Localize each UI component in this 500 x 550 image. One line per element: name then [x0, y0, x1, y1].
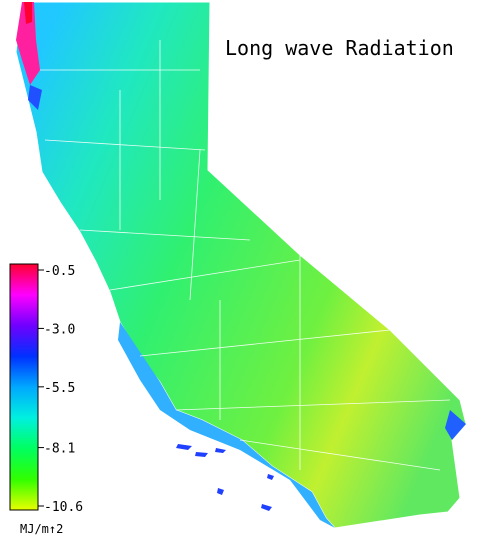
- colorbar-tick-label: -8.1: [44, 442, 75, 457]
- map-title: Long wave Radiation: [225, 36, 454, 60]
- colorbar-tick-label: -10.6: [44, 500, 83, 515]
- california-map: [15, 1, 467, 529]
- colorbar-tick-label: -5.5: [44, 381, 75, 396]
- colorbar-tick-label: -3.0: [44, 322, 75, 337]
- colorbar-tick-label: -0.5: [44, 264, 75, 279]
- colorbar: [9, 263, 39, 511]
- colorbar-unit: MJ/m↑2: [20, 522, 63, 536]
